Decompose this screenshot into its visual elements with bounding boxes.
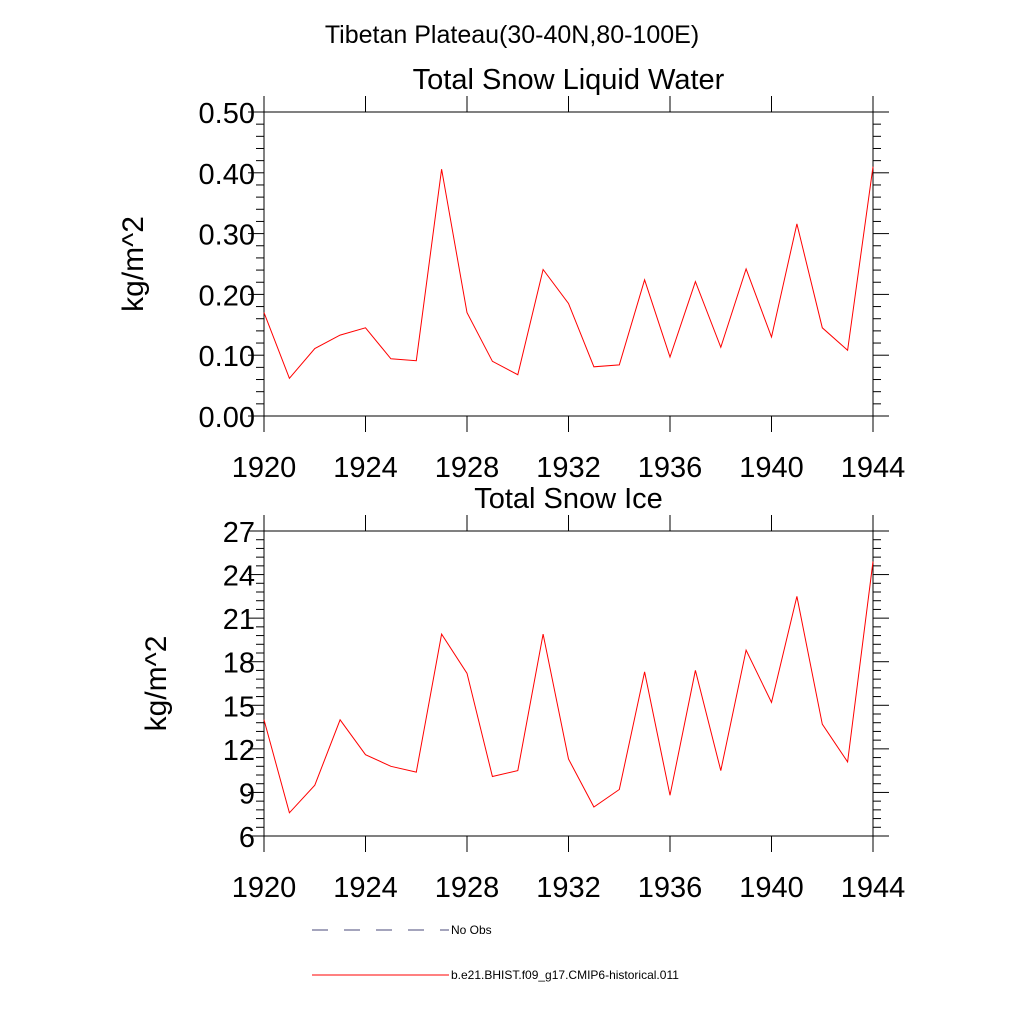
series-line-1 xyxy=(263,166,874,380)
y-axis-label: kg/m^2 xyxy=(117,216,150,312)
y-tick-label: 0.20 xyxy=(199,280,255,312)
series-line-1 xyxy=(263,561,874,814)
y-tick-label: 0.30 xyxy=(199,220,255,252)
x-tick-label: 1940 xyxy=(739,872,804,904)
y-tick-label: 12 xyxy=(223,735,255,767)
y-tick-label: 15 xyxy=(223,691,255,723)
x-tick-label: 1944 xyxy=(841,872,906,904)
chart-panels: Total Snow Liquid Water kg/m^2 1920 1924 192… xyxy=(117,64,905,904)
y-tick-label: 0.40 xyxy=(199,159,255,191)
y-tick-label: 0.00 xyxy=(199,402,255,434)
x-tick-label: 1920 xyxy=(232,452,297,484)
y-tick-label: 9 xyxy=(239,778,255,810)
y-tick-label: 18 xyxy=(223,648,255,680)
x-tick-label: 1936 xyxy=(638,452,703,484)
plot-frame xyxy=(263,111,874,417)
legend-label-2: b.e21.BHIST.f09_g17.CMIP6-historical.011 xyxy=(451,968,679,982)
y-tick-label: 27 xyxy=(223,517,255,549)
y-tick-label: 6 xyxy=(239,822,255,854)
chart-panel-2: Total Snow Ice kg/m^2 1920 1924 1928 1932 1936… xyxy=(140,483,905,904)
y-tick-label: 0.10 xyxy=(199,341,255,373)
figure-suptitle: Tibetan Plateau(30-40N,80-100E) xyxy=(325,21,699,49)
y-tick-label: 24 xyxy=(223,561,255,593)
y-axis-label: kg/m^2 xyxy=(140,636,173,732)
legend-label-1: No Obs xyxy=(451,923,492,937)
x-tick-label: 1928 xyxy=(435,452,500,484)
plot-frame xyxy=(263,530,874,837)
x-tick-label: 1924 xyxy=(333,452,398,484)
chart-title: Total Snow Liquid Water xyxy=(413,64,725,96)
chart-panel-1: Total Snow Liquid Water kg/m^2 1920 1924 192… xyxy=(117,64,905,484)
x-tick-label: 1932 xyxy=(536,872,601,904)
x-tick-label: 1940 xyxy=(739,452,804,484)
legend: No Obs b.e21.BHIST.f09_g17.CMIP6-historic… xyxy=(312,923,679,982)
x-tick-label: 1936 xyxy=(638,872,703,904)
y-tick-label: 21 xyxy=(223,604,255,636)
x-tick-label: 1928 xyxy=(435,872,500,904)
x-tick-label: 1924 xyxy=(333,872,398,904)
x-tick-label: 1932 xyxy=(536,452,601,484)
y-tick-label: 0.50 xyxy=(199,98,255,130)
chart-title: Total Snow Ice xyxy=(474,483,663,515)
x-tick-label: 1920 xyxy=(232,872,297,904)
x-tick-label: 1944 xyxy=(841,452,906,484)
